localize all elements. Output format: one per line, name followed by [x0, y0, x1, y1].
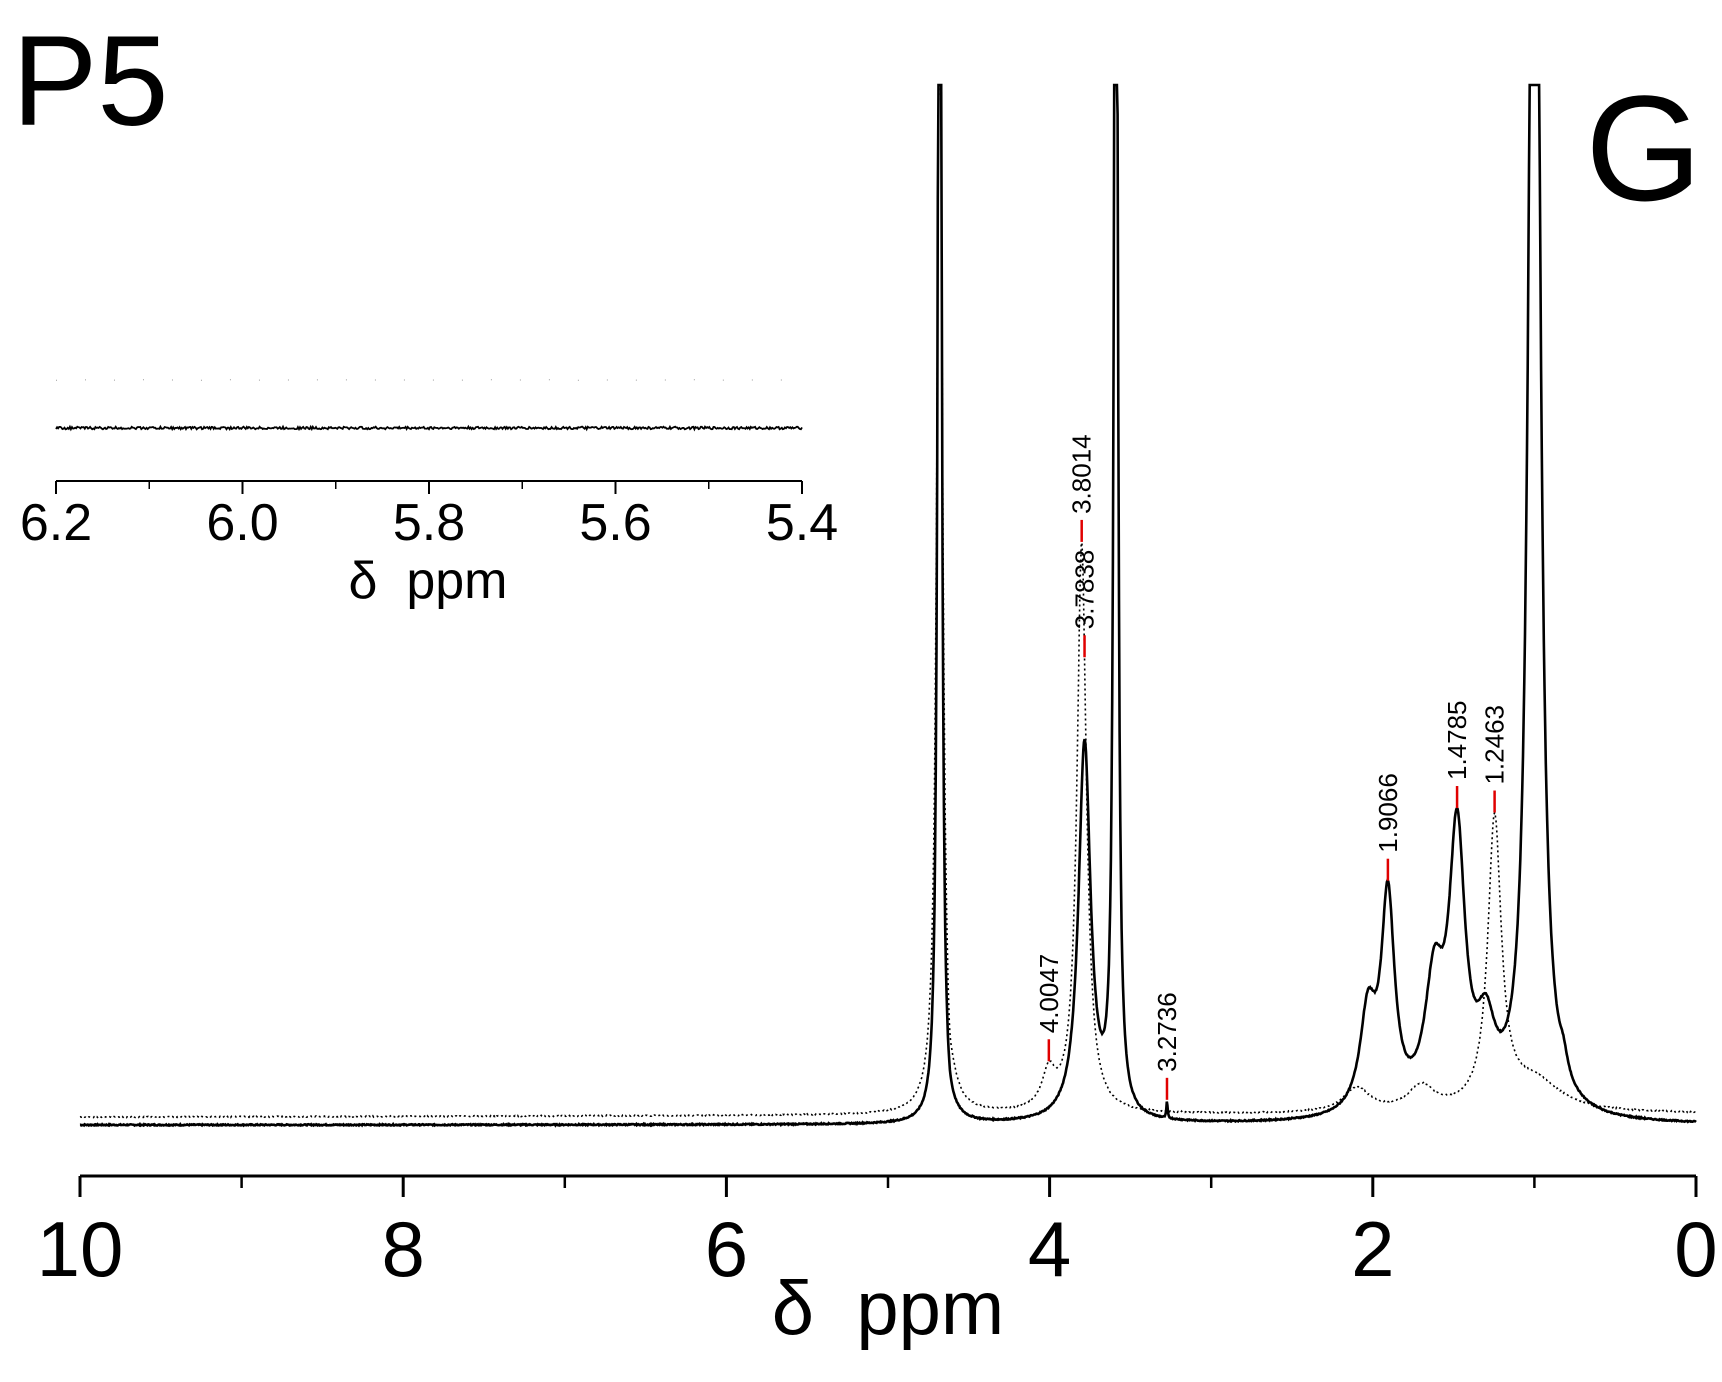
panel-label: P5	[12, 10, 169, 153]
peak-label: 1.9066	[1373, 773, 1403, 853]
inset-x-axis-label: δ ppm	[349, 552, 508, 610]
main-x-tick-label: 6	[705, 1205, 748, 1293]
peak-label: 3.7838	[1070, 550, 1100, 630]
inset-x-tick-label: 5.6	[579, 494, 651, 552]
main-x-tick-label: 0	[1674, 1205, 1717, 1293]
peak-label: 1.4785	[1442, 700, 1472, 780]
main-peak-labels: 4.0047 3.8014 3.7838 3.2736 1.9066 1.4785 1.24…	[1034, 434, 1510, 1100]
inset-plot: 6.2 6.0 5.8 5.6 5.4 δ ppm	[20, 379, 838, 610]
inset-x-tick-label: 5.8	[393, 494, 465, 552]
inset-series-solid	[55, 424, 803, 432]
main-x-tick-label: 8	[382, 1205, 425, 1293]
main-x-tick-label: 2	[1351, 1205, 1394, 1293]
main-series-solid	[79, 83, 1697, 1128]
inset-x-tick-label: 6.0	[206, 494, 278, 552]
peak-label: 3.8014	[1067, 434, 1097, 514]
peak-label: 1.2463	[1480, 705, 1510, 785]
peak-label: 3.2736	[1152, 992, 1182, 1072]
main-x-tick-label: 10	[37, 1205, 124, 1293]
inset-series-layer	[55, 379, 803, 432]
inset-x-tick-label: 6.2	[20, 494, 92, 552]
main-plot: 4.0047 3.8014 3.7838 3.2736 1.9066 1.4785 1.24…	[37, 83, 1718, 1351]
main-series-layer	[79, 83, 1697, 1128]
peak-label: 4.0047	[1034, 954, 1064, 1034]
panel-tag: G	[1585, 64, 1702, 232]
main-x-tick-label: 4	[1028, 1205, 1071, 1293]
inset-x-tick-label: 5.4	[766, 494, 838, 552]
main-x-axis-label: δ ppm	[772, 1266, 1004, 1351]
inset-series-dotted	[56, 379, 803, 381]
main-x-axis: 10 8 6 4 2 0	[37, 1174, 1718, 1293]
main-series-dotted	[79, 84, 1697, 1119]
inset-x-axis: 6.2 6.0 5.8 5.6 5.4	[20, 480, 838, 552]
